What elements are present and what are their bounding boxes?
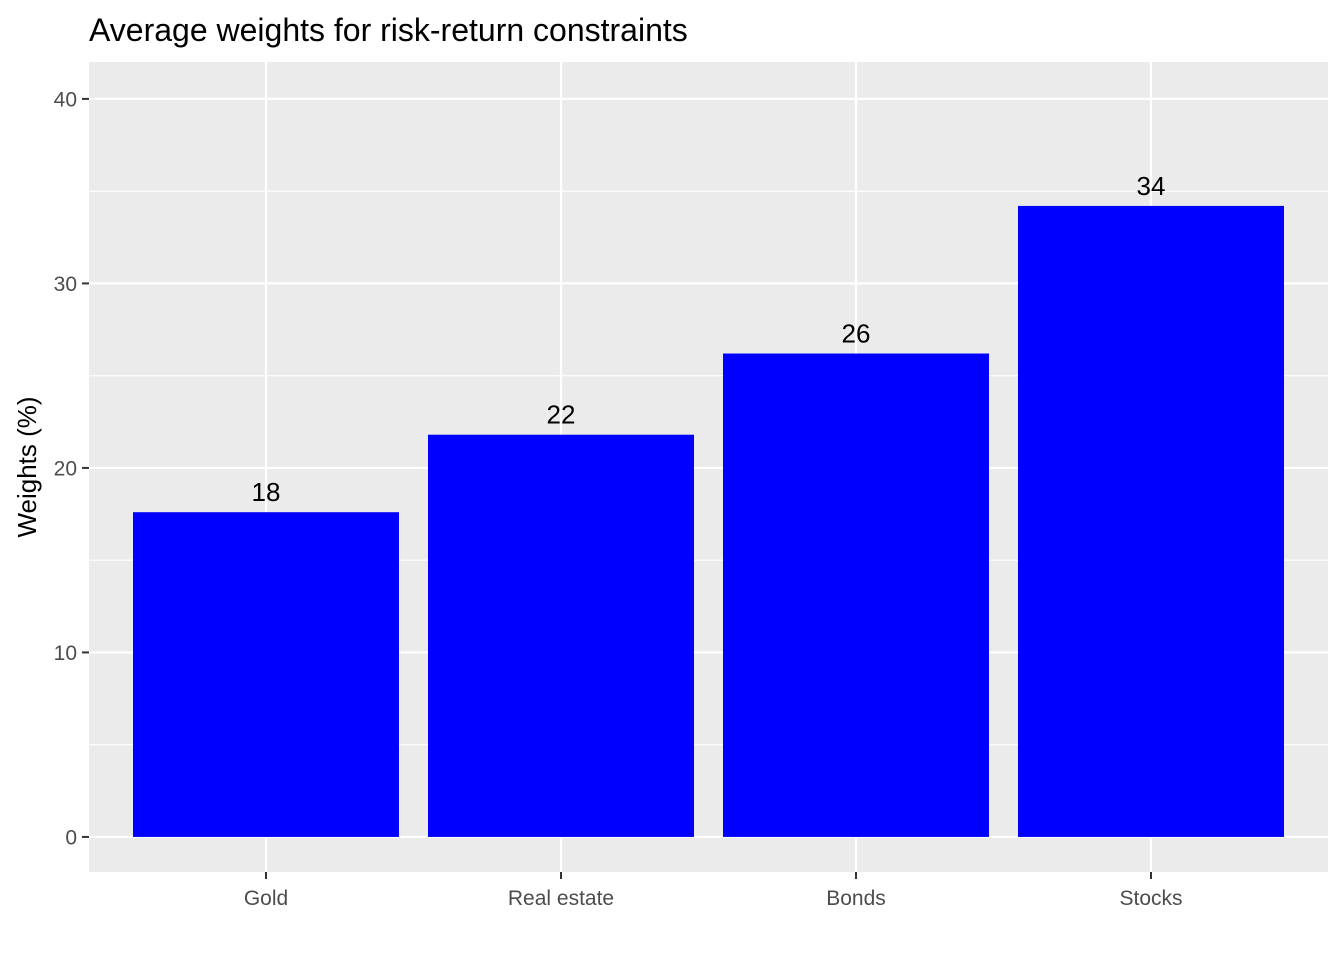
data-label: 34 — [1137, 171, 1166, 201]
data-label: 18 — [252, 477, 281, 507]
bars — [133, 205, 1284, 837]
data-label: 26 — [842, 319, 871, 349]
chart-title: Average weights for risk-return constrai… — [89, 12, 688, 48]
x-axis: Gold Real estate Bonds Stocks — [244, 872, 1183, 910]
bar-real-estate — [428, 434, 694, 837]
x-tick-label: Bonds — [826, 887, 886, 910]
y-tick-label: 40 — [54, 88, 77, 111]
y-tick-label: 10 — [54, 642, 77, 665]
bar-gold — [133, 512, 399, 837]
data-labels: 18 22 26 34 — [252, 171, 1166, 507]
y-axis: 0 10 20 30 40 — [54, 88, 89, 849]
y-axis-title: Weights (%) — [12, 396, 42, 537]
y-tick-label: 0 — [65, 826, 77, 849]
y-tick-label: 30 — [54, 273, 77, 296]
y-tick-label: 20 — [54, 457, 77, 480]
bar-bonds — [723, 353, 989, 837]
bar-stocks — [1018, 205, 1284, 837]
x-tick-label: Stocks — [1119, 887, 1182, 910]
data-label: 22 — [547, 400, 576, 430]
x-tick-label: Gold — [244, 887, 288, 910]
x-tick-label: Real estate — [508, 887, 614, 910]
